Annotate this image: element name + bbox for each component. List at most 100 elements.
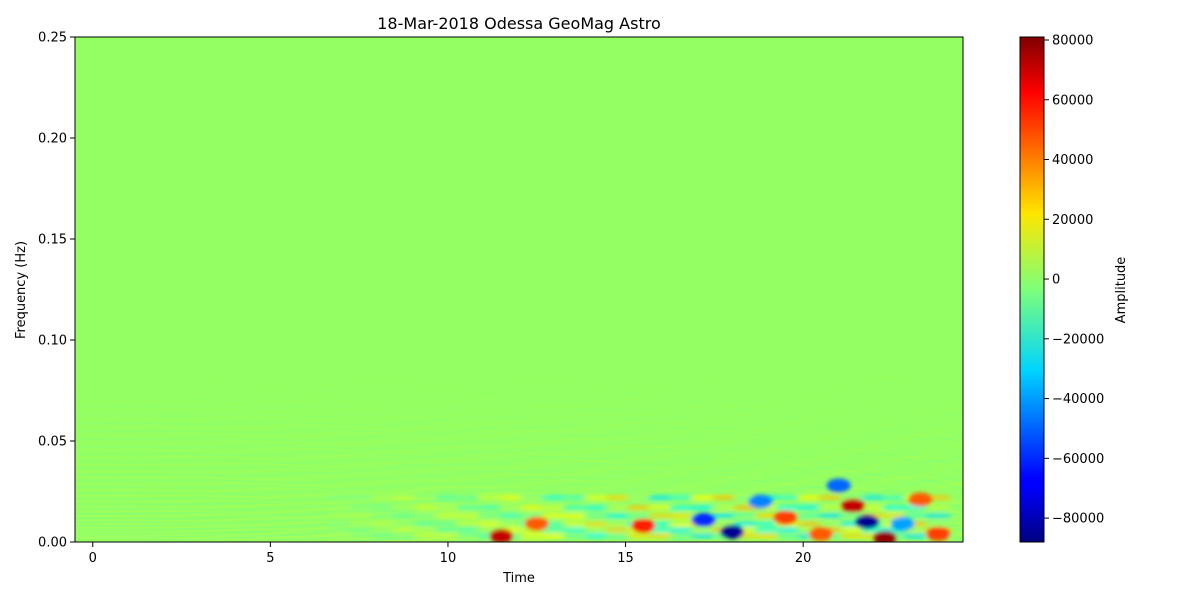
plot-area <box>74 36 964 543</box>
ripple-band <box>75 434 963 452</box>
ripple-band <box>75 423 963 441</box>
colorbar-tick-label: −80000 <box>1052 512 1104 527</box>
streak-cell <box>817 521 846 527</box>
streak-cell <box>391 505 420 511</box>
streak-cell <box>583 527 612 533</box>
streak-cell <box>583 505 612 511</box>
ripple-band <box>75 472 963 490</box>
streak-cell <box>604 533 633 539</box>
ripple-band <box>75 437 963 456</box>
colorbar-ticks: −80000 −60000 −40000 −20000 0 20000 40000 60000… <box>1044 33 1104 527</box>
streak-cell <box>412 513 441 519</box>
streak-cell <box>625 494 654 501</box>
streak-cell <box>902 505 931 511</box>
streak-cell <box>327 521 356 527</box>
streak-cell <box>583 521 612 527</box>
streak-cell <box>391 513 420 519</box>
y-tick-label: 0.10 <box>38 334 67 349</box>
streak-cell <box>412 521 441 527</box>
x-axis: 0 5 10 15 20 <box>89 542 812 566</box>
streak-cell <box>796 521 825 527</box>
ripple-band <box>75 463 963 481</box>
streak-cell <box>711 513 740 519</box>
streak-cell <box>497 494 526 501</box>
streak-cell <box>370 533 399 539</box>
streak-cell <box>689 527 718 533</box>
streak-cell <box>433 505 462 511</box>
streak-cell <box>583 494 612 501</box>
streak-cell <box>817 513 846 519</box>
streak-cell <box>774 505 803 511</box>
y-tick-label: 0.00 <box>38 536 67 551</box>
streak-cell <box>433 533 462 539</box>
streak-cell <box>881 494 910 501</box>
streak-cell <box>540 505 569 511</box>
y-axis-label: Frequency (Hz) <box>14 241 29 339</box>
streak-cell <box>647 513 676 519</box>
streak-cell <box>391 521 420 527</box>
streak-cell <box>689 505 718 511</box>
streak-cell <box>455 521 484 527</box>
ripple-band <box>75 449 963 467</box>
heatmap-feature <box>890 516 915 531</box>
colorbar: −80000 −60000 −40000 −20000 0 20000 40000 60000… <box>1019 33 1129 543</box>
streak-cell <box>497 513 526 519</box>
streak-cell <box>796 513 825 519</box>
streak-cell <box>796 505 825 511</box>
heatmap-feature <box>524 516 549 531</box>
streak-cell <box>348 527 377 533</box>
streak-cell <box>561 533 590 539</box>
streak-cell <box>433 513 462 519</box>
ripple-band <box>75 398 963 416</box>
streak-cell <box>902 513 931 519</box>
streak-cell <box>412 494 441 501</box>
heatmap-feature <box>826 478 851 493</box>
streak-cell <box>689 533 718 539</box>
streak-cell <box>370 494 399 501</box>
streak-cell <box>476 513 505 519</box>
ripple-band <box>75 497 963 516</box>
ripple-band <box>75 466 963 484</box>
x-axis-label: Time <box>502 571 535 586</box>
streak-cell <box>924 513 953 519</box>
streak-cell <box>561 521 590 527</box>
streak-cell <box>924 521 953 527</box>
streak-cell <box>817 494 846 501</box>
streak-cell <box>412 533 441 539</box>
streak-cell <box>433 527 462 533</box>
streak-cell <box>583 533 612 539</box>
streak-cell <box>476 521 505 527</box>
streak-cell <box>476 505 505 511</box>
streak-cell <box>668 494 697 501</box>
x-tick-label: 20 <box>795 551 812 566</box>
streak-cell <box>902 533 931 539</box>
colorbar-tick-label: −20000 <box>1052 332 1104 347</box>
heatmap-feature <box>631 518 656 533</box>
streak-cell <box>647 494 676 501</box>
ripple-band <box>75 458 963 477</box>
ripple-band <box>75 442 963 460</box>
colorbar-label: Amplitude <box>1114 257 1129 324</box>
streak-cell <box>348 494 377 501</box>
heatmap-feature <box>872 530 897 542</box>
streak-cell <box>370 505 399 511</box>
x-tick-label: 10 <box>440 551 457 566</box>
streak-cell <box>647 505 676 511</box>
y-axis: 0.00 0.05 0.10 0.15 0.20 0.25 <box>38 31 75 551</box>
streak-cell <box>497 521 526 527</box>
streak-cell <box>625 513 654 519</box>
streak-cell <box>455 513 484 519</box>
chart-title: 18-Mar-2018 Odessa GeoMag Astro <box>377 14 660 33</box>
streak-cell <box>327 527 356 533</box>
streak-cell <box>561 513 590 519</box>
streak-cell <box>689 494 718 501</box>
colorbar-tick-label: 60000 <box>1052 93 1093 108</box>
colorbar-tick-label: 20000 <box>1052 213 1093 228</box>
streak-cell <box>817 505 846 511</box>
ripple-band <box>75 410 963 428</box>
ripple-band <box>75 419 963 437</box>
colorbar-gradient <box>1019 36 1045 543</box>
streak-cell <box>540 527 569 533</box>
streak-cell <box>391 494 420 501</box>
streak-cell <box>540 494 569 501</box>
